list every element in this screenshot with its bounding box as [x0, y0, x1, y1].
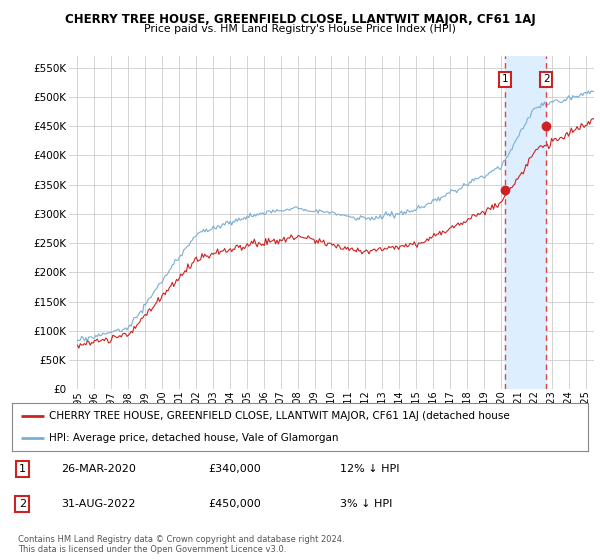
Text: 31-AUG-2022: 31-AUG-2022 — [61, 499, 136, 509]
Text: 2: 2 — [543, 74, 550, 85]
Text: £340,000: £340,000 — [208, 464, 260, 474]
Bar — [505, 56, 546, 389]
Text: 3% ↓ HPI: 3% ↓ HPI — [340, 499, 392, 509]
Text: 2: 2 — [19, 499, 26, 509]
Text: Contains HM Land Registry data © Crown copyright and database right 2024.
This d: Contains HM Land Registry data © Crown c… — [18, 535, 344, 554]
Text: 1: 1 — [19, 464, 26, 474]
Text: 1: 1 — [502, 74, 508, 85]
Text: 12% ↓ HPI: 12% ↓ HPI — [340, 464, 400, 474]
Text: HPI: Average price, detached house, Vale of Glamorgan: HPI: Average price, detached house, Vale… — [49, 433, 339, 443]
Text: £450,000: £450,000 — [208, 499, 260, 509]
Text: CHERRY TREE HOUSE, GREENFIELD CLOSE, LLANTWIT MAJOR, CF61 1AJ: CHERRY TREE HOUSE, GREENFIELD CLOSE, LLA… — [65, 13, 535, 26]
Text: 26-MAR-2020: 26-MAR-2020 — [61, 464, 136, 474]
Text: Price paid vs. HM Land Registry's House Price Index (HPI): Price paid vs. HM Land Registry's House … — [144, 24, 456, 34]
Text: CHERRY TREE HOUSE, GREENFIELD CLOSE, LLANTWIT MAJOR, CF61 1AJ (detached house: CHERRY TREE HOUSE, GREENFIELD CLOSE, LLA… — [49, 411, 510, 421]
